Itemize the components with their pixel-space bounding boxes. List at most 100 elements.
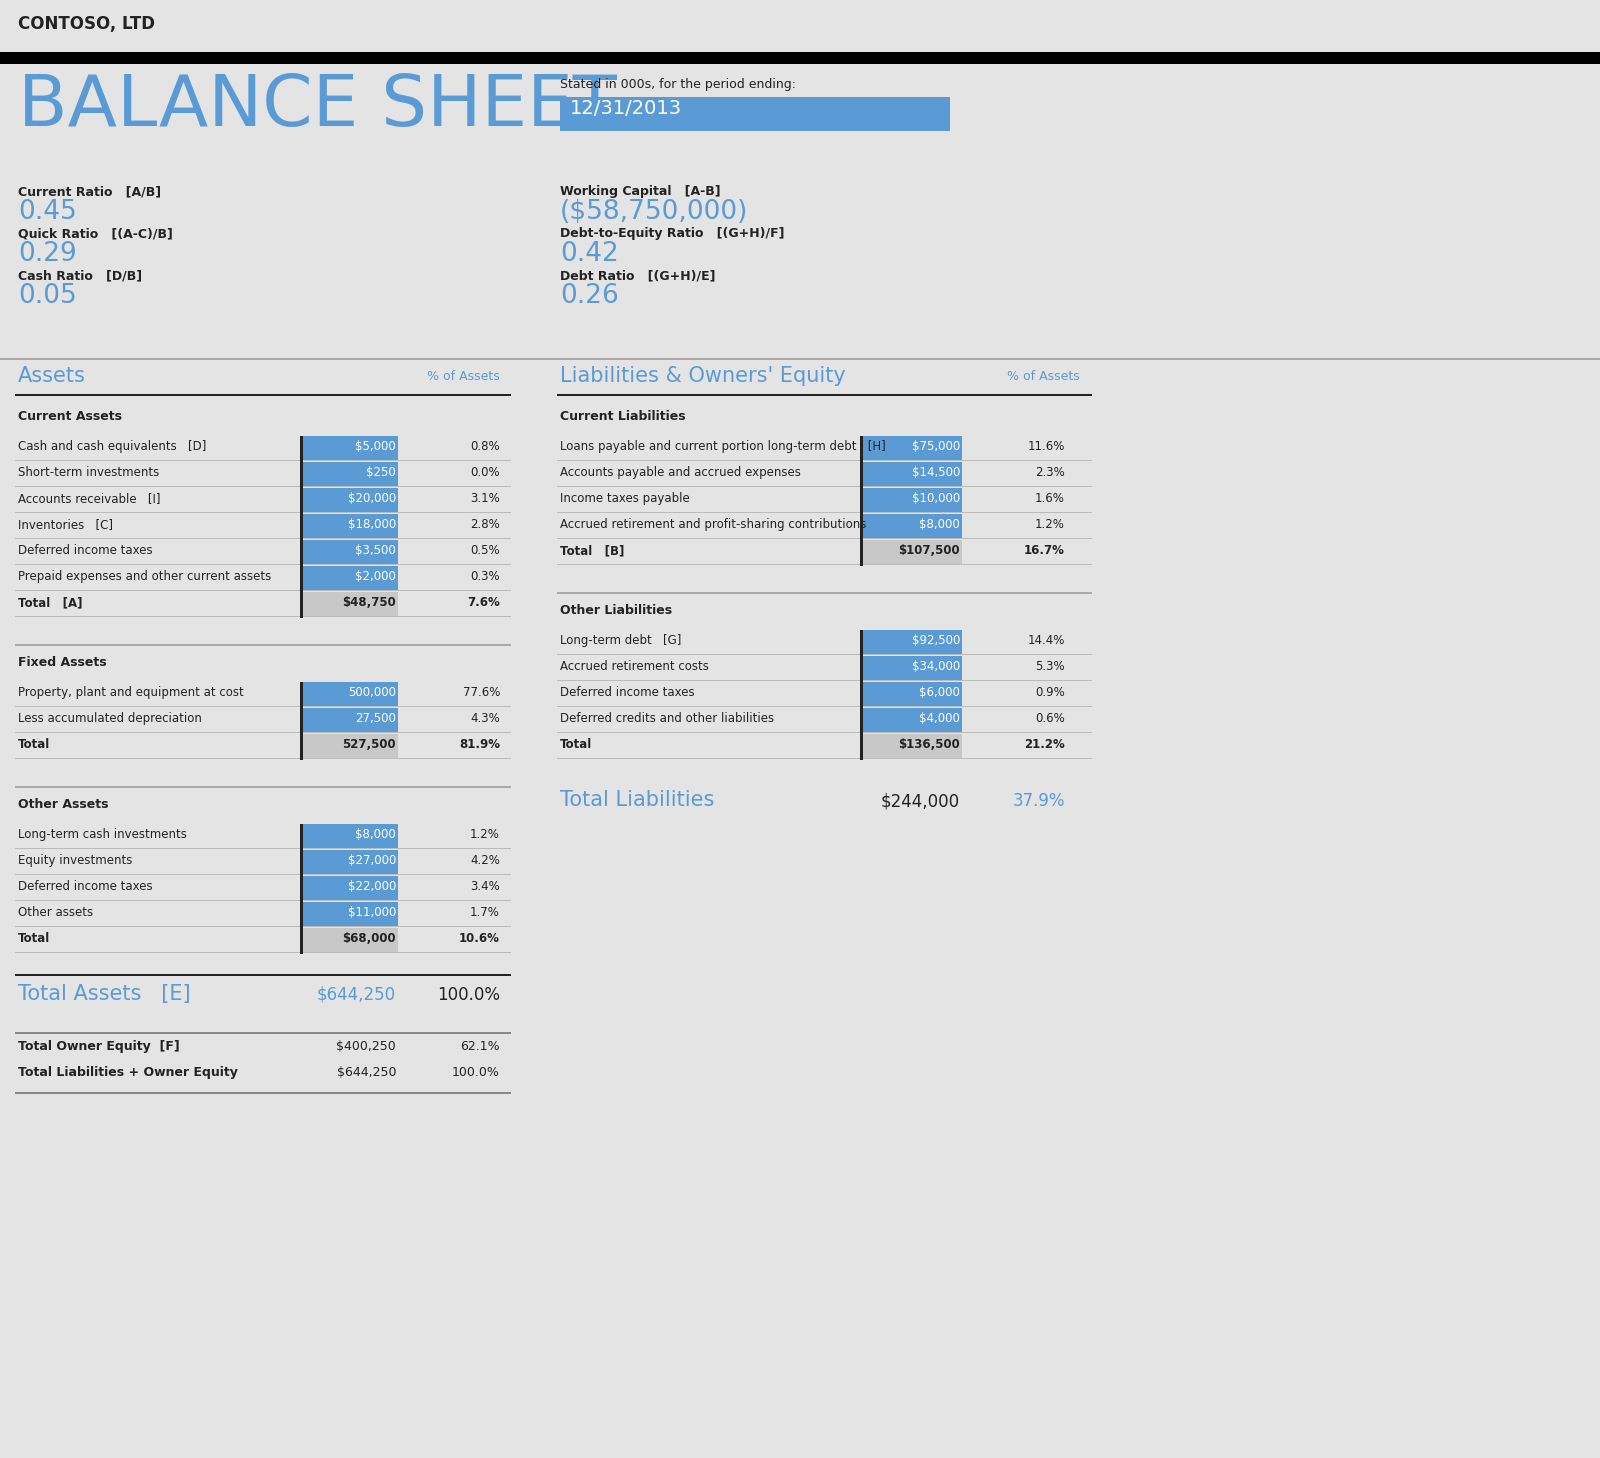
Text: 0.6%: 0.6% <box>1035 712 1066 725</box>
Text: % of Assets: % of Assets <box>1008 370 1080 383</box>
Text: Cash Ratio   [D/B]: Cash Ratio [D/B] <box>18 268 142 281</box>
Text: $11,000: $11,000 <box>347 905 397 919</box>
Text: Total   [A]: Total [A] <box>18 596 83 609</box>
Text: $92,500: $92,500 <box>912 634 960 647</box>
Text: $75,000: $75,000 <box>912 440 960 453</box>
Bar <box>301 436 302 618</box>
Text: ($58,750,000): ($58,750,000) <box>560 198 749 225</box>
Text: $244,000: $244,000 <box>882 792 960 811</box>
Text: $48,750: $48,750 <box>342 596 397 609</box>
Text: Fixed Assets: Fixed Assets <box>18 656 107 669</box>
Text: 100.0%: 100.0% <box>437 986 499 1005</box>
Text: Long-term cash investments: Long-term cash investments <box>18 828 187 841</box>
Text: $5,000: $5,000 <box>355 440 397 453</box>
Text: 4.3%: 4.3% <box>470 712 499 725</box>
Text: Current Assets: Current Assets <box>18 410 122 423</box>
Text: 2.3%: 2.3% <box>1035 467 1066 480</box>
Text: $107,500: $107,500 <box>898 544 960 557</box>
Text: Property, plant and equipment at cost: Property, plant and equipment at cost <box>18 687 243 698</box>
Text: 5.3%: 5.3% <box>1035 660 1066 674</box>
Text: Liabilities & Owners' Equity: Liabilities & Owners' Equity <box>560 366 846 386</box>
Text: $34,000: $34,000 <box>912 660 960 674</box>
Bar <box>302 539 398 564</box>
Text: Other Liabilities: Other Liabilities <box>560 604 672 617</box>
Bar <box>14 974 510 975</box>
Text: $20,000: $20,000 <box>347 491 397 504</box>
Bar <box>0 0 1600 52</box>
Text: Deferred income taxes: Deferred income taxes <box>560 687 694 698</box>
Text: Stated in 000s, for the period ending:: Stated in 000s, for the period ending: <box>560 77 797 90</box>
Bar <box>0 52 1600 64</box>
Text: $8,000: $8,000 <box>355 828 397 841</box>
Text: 1.2%: 1.2% <box>470 828 499 841</box>
Text: Cash and cash equivalents   [D]: Cash and cash equivalents [D] <box>18 440 206 453</box>
Bar <box>302 462 398 486</box>
Text: $644,250: $644,250 <box>317 986 397 1005</box>
Text: $2,000: $2,000 <box>355 570 397 583</box>
Text: Current Ratio   [A/B]: Current Ratio [A/B] <box>18 185 162 198</box>
Text: 0.8%: 0.8% <box>470 440 499 453</box>
Text: 4.2%: 4.2% <box>470 854 499 868</box>
Bar <box>862 436 962 461</box>
Text: 3.1%: 3.1% <box>470 491 499 504</box>
Text: $22,000: $22,000 <box>347 881 397 892</box>
Text: $250: $250 <box>366 467 397 480</box>
Text: 37.9%: 37.9% <box>1013 792 1066 811</box>
Bar <box>302 592 398 615</box>
Bar <box>14 1032 510 1034</box>
Text: 0.0%: 0.0% <box>470 467 499 480</box>
Text: $644,250: $644,250 <box>336 1066 397 1079</box>
Text: 0.9%: 0.9% <box>1035 687 1066 698</box>
Text: $10,000: $10,000 <box>912 491 960 504</box>
Bar <box>560 98 950 131</box>
Bar <box>302 824 398 849</box>
Text: $14,500: $14,500 <box>912 467 960 480</box>
Bar <box>861 436 862 566</box>
Text: 2.8%: 2.8% <box>470 518 499 531</box>
Text: Quick Ratio   [(A-C)/B]: Quick Ratio [(A-C)/B] <box>18 227 173 241</box>
Bar <box>862 733 962 758</box>
Text: 1.7%: 1.7% <box>470 905 499 919</box>
Text: Deferred income taxes: Deferred income taxes <box>18 544 152 557</box>
Text: Long-term debt   [G]: Long-term debt [G] <box>560 634 682 647</box>
Text: $8,000: $8,000 <box>920 518 960 531</box>
Bar <box>862 515 962 538</box>
Text: Total   [B]: Total [B] <box>560 544 624 557</box>
Text: Total Assets   [E]: Total Assets [E] <box>18 984 190 1005</box>
Text: Other assets: Other assets <box>18 905 93 919</box>
Text: $18,000: $18,000 <box>347 518 397 531</box>
Text: Other Assets: Other Assets <box>18 798 109 811</box>
Text: $400,250: $400,250 <box>336 1040 397 1053</box>
Bar <box>302 850 398 873</box>
Text: 100.0%: 100.0% <box>453 1066 499 1079</box>
Text: 27,500: 27,500 <box>355 712 397 725</box>
Bar <box>302 876 398 900</box>
Text: Accrued retirement costs: Accrued retirement costs <box>560 660 709 674</box>
Text: 0.42: 0.42 <box>560 241 619 267</box>
Text: 527,500: 527,500 <box>342 738 397 751</box>
Bar <box>302 436 398 461</box>
Bar <box>862 488 962 512</box>
Bar <box>14 644 510 646</box>
Text: Total Liabilities + Owner Equity: Total Liabilities + Owner Equity <box>18 1066 238 1079</box>
Text: 1.6%: 1.6% <box>1035 491 1066 504</box>
Bar <box>862 539 962 564</box>
Bar <box>862 682 962 706</box>
Text: $136,500: $136,500 <box>898 738 960 751</box>
Text: Total: Total <box>560 738 592 751</box>
Text: Current Liabilities: Current Liabilities <box>560 410 686 423</box>
Text: Total Owner Equity  [F]: Total Owner Equity [F] <box>18 1040 179 1053</box>
Text: 16.7%: 16.7% <box>1024 544 1066 557</box>
Bar <box>302 515 398 538</box>
Text: % of Assets: % of Assets <box>427 370 499 383</box>
Bar <box>862 462 962 486</box>
Text: Deferred credits and other liabilities: Deferred credits and other liabilities <box>560 712 774 725</box>
Bar <box>302 488 398 512</box>
Bar <box>14 786 510 787</box>
Text: Inventories   [C]: Inventories [C] <box>18 518 114 531</box>
Text: Total Liabilities: Total Liabilities <box>560 790 714 811</box>
Bar <box>14 1092 510 1094</box>
Bar <box>862 709 962 732</box>
Text: 21.2%: 21.2% <box>1024 738 1066 751</box>
Bar <box>302 709 398 732</box>
